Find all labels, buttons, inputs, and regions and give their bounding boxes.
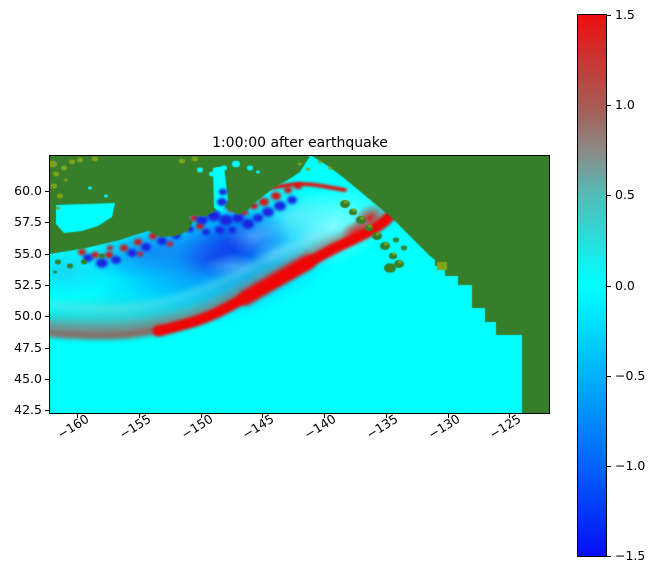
- y-tick-label: 60.0: [14, 183, 42, 198]
- x-tick-mark: [77, 414, 78, 418]
- y-tick-label: 50.0: [14, 308, 42, 323]
- x-tick-mark: [262, 414, 263, 418]
- colorbar-tick-label: 0.0: [615, 278, 635, 293]
- y-tick-label: 52.5: [14, 277, 42, 292]
- colorbar-tick-mark: [607, 286, 611, 287]
- colorbar-tick-label: 0.5: [615, 187, 635, 202]
- colorbar-tick-label: −1.5: [615, 548, 646, 563]
- y-tick-mark: [45, 348, 49, 349]
- y-tick-label: 55.0: [14, 246, 42, 261]
- x-tick-label: −145: [239, 411, 277, 442]
- map-canvas: [50, 156, 549, 413]
- x-tick-mark: [201, 414, 202, 418]
- colorbar: [577, 14, 607, 557]
- x-tick-mark: [139, 414, 140, 418]
- x-tick-label: −150: [178, 411, 216, 442]
- y-tick-mark: [45, 316, 49, 317]
- y-tick-label: 45.0: [14, 371, 42, 386]
- colorbar-tick-label: 1.0: [615, 97, 635, 112]
- y-tick-mark: [45, 285, 49, 286]
- y-tick-label: 42.5: [14, 402, 42, 417]
- y-tick-mark: [45, 410, 49, 411]
- colorbar-tick-mark: [607, 466, 611, 467]
- y-tick-label: 57.5: [14, 214, 42, 229]
- x-tick-label: −155: [116, 411, 154, 442]
- colorbar-tick-mark: [607, 105, 611, 106]
- y-tick-mark: [45, 222, 49, 223]
- y-tick-mark: [45, 379, 49, 380]
- map-plot-frame: [49, 155, 550, 414]
- y-tick-mark: [45, 254, 49, 255]
- colorbar-tick-mark: [607, 195, 611, 196]
- colorbar-tick-label: −1.0: [615, 458, 646, 473]
- x-tick-mark: [386, 414, 387, 418]
- x-tick-label: −160: [54, 411, 92, 442]
- y-tick-label: 47.5: [14, 340, 42, 355]
- chart-title: 1:00:00 after earthquake: [212, 135, 388, 151]
- x-tick-mark: [509, 414, 510, 418]
- x-tick-label: −140: [301, 411, 339, 442]
- colorbar-gradient: [578, 15, 606, 556]
- x-tick-mark: [448, 414, 449, 418]
- x-tick-label: −135: [363, 411, 401, 442]
- colorbar-tick-mark: [607, 556, 611, 557]
- colorbar-tick-label: −0.5: [615, 368, 646, 383]
- x-tick-label: −125: [486, 411, 524, 442]
- colorbar-tick-mark: [607, 376, 611, 377]
- colorbar-tick-label: 1.5: [615, 7, 635, 22]
- colorbar-tick-mark: [607, 15, 611, 16]
- x-tick-label: −130: [425, 411, 463, 442]
- y-tick-mark: [45, 191, 49, 192]
- x-tick-mark: [324, 414, 325, 418]
